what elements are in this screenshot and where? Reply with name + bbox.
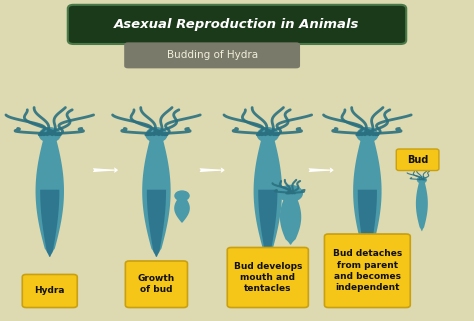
Text: Asexual Reproduction in Animals: Asexual Reproduction in Animals	[114, 18, 360, 31]
Text: Budding of Hydra: Budding of Hydra	[167, 50, 258, 60]
Text: Bud: Bud	[407, 155, 428, 165]
Polygon shape	[142, 135, 171, 257]
FancyBboxPatch shape	[125, 261, 188, 308]
Circle shape	[175, 191, 189, 201]
Polygon shape	[254, 135, 282, 257]
Text: Growth
of bud: Growth of bud	[138, 274, 175, 294]
Text: Bud detaches
from parent
and becomes
independent: Bud detaches from parent and becomes ind…	[333, 249, 402, 292]
Text: Hydra: Hydra	[35, 286, 65, 296]
Polygon shape	[280, 193, 301, 245]
Circle shape	[357, 128, 378, 142]
Text: Bud develops
mouth and
tentacles: Bud develops mouth and tentacles	[234, 262, 302, 293]
Polygon shape	[358, 190, 377, 257]
Polygon shape	[353, 135, 382, 257]
Circle shape	[257, 128, 278, 142]
Circle shape	[146, 128, 167, 142]
Circle shape	[39, 128, 60, 142]
Polygon shape	[36, 135, 64, 257]
Polygon shape	[258, 190, 277, 257]
Polygon shape	[416, 180, 428, 231]
FancyBboxPatch shape	[68, 5, 406, 44]
Circle shape	[418, 177, 426, 183]
FancyBboxPatch shape	[22, 274, 77, 308]
Polygon shape	[174, 196, 190, 223]
FancyBboxPatch shape	[124, 42, 300, 68]
FancyBboxPatch shape	[227, 247, 308, 308]
Polygon shape	[147, 190, 166, 257]
Circle shape	[279, 186, 302, 201]
FancyBboxPatch shape	[324, 234, 410, 308]
Polygon shape	[40, 190, 59, 257]
FancyBboxPatch shape	[396, 149, 439, 170]
